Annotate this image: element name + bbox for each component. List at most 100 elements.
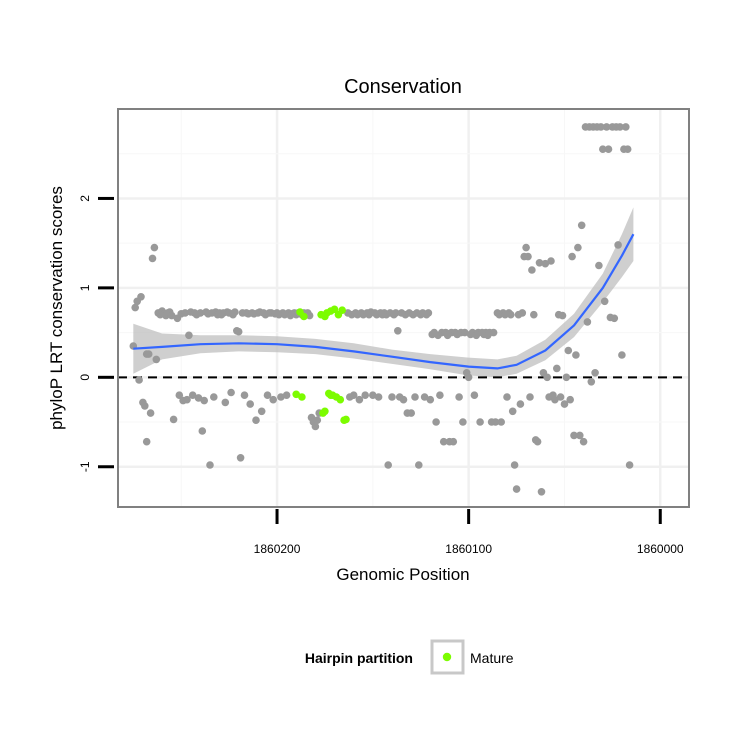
data-point	[625, 461, 634, 469]
data-point	[246, 400, 254, 408]
legend-title: Hairpin partition	[305, 650, 413, 666]
legend-label-mature: Mature	[470, 650, 514, 666]
data-point	[411, 393, 419, 401]
data-points	[129, 123, 634, 496]
data-point	[439, 437, 448, 446]
data-point	[146, 409, 155, 417]
data-point	[206, 461, 214, 469]
data-point	[528, 266, 536, 274]
data-point	[512, 485, 521, 493]
data-point-mature	[326, 391, 335, 400]
y-tick-label: 0	[78, 374, 92, 381]
legend-key-mature-icon	[442, 652, 452, 662]
legend: Hairpin partition Mature	[305, 639, 514, 675]
data-point	[399, 395, 408, 404]
x-tick-label: 1860100	[445, 542, 492, 556]
x-tick-label: 1860000	[637, 542, 684, 556]
data-point	[461, 328, 469, 337]
data-point	[426, 395, 435, 404]
data-point	[269, 395, 278, 404]
data-point	[415, 461, 423, 469]
data-point	[185, 331, 193, 340]
data-point	[252, 416, 260, 425]
data-point	[459, 418, 467, 426]
data-point	[455, 393, 463, 401]
x-tick-label: 1860200	[254, 542, 301, 556]
data-point	[277, 393, 285, 401]
data-point	[131, 303, 139, 312]
data-point-mature	[336, 395, 345, 404]
data-point	[622, 123, 630, 131]
data-point	[240, 391, 249, 400]
plot-border	[117, 108, 690, 508]
confidence-band-area	[133, 207, 634, 378]
data-point	[464, 373, 473, 382]
data-point	[618, 351, 626, 359]
data-point	[583, 318, 592, 326]
data-point	[600, 297, 609, 306]
data-point	[599, 145, 607, 153]
data-point	[602, 123, 611, 131]
data-point	[476, 418, 484, 426]
data-point	[570, 431, 578, 440]
data-point	[572, 351, 580, 359]
data-point-mature	[338, 306, 347, 315]
data-point	[150, 243, 159, 252]
data-point	[568, 252, 576, 261]
data-point	[574, 243, 582, 252]
data-point	[503, 393, 511, 401]
data-point	[577, 221, 586, 230]
data-point	[200, 396, 208, 405]
data-point	[535, 259, 544, 267]
data-point	[526, 393, 534, 401]
data-point	[221, 398, 230, 407]
data-point	[369, 391, 377, 400]
data-point	[388, 393, 396, 401]
data-point	[564, 346, 573, 355]
data-point	[436, 391, 444, 400]
data-point	[384, 461, 393, 469]
data-point	[188, 391, 197, 400]
data-point	[604, 145, 613, 153]
data-point	[491, 418, 500, 426]
data-point	[470, 391, 479, 400]
y-tick-label: -1	[78, 461, 92, 472]
data-point	[553, 364, 561, 373]
data-point	[533, 437, 542, 446]
data-point-mature	[300, 312, 308, 321]
data-point	[522, 243, 530, 252]
data-point	[497, 418, 506, 426]
data-point	[489, 328, 498, 337]
data-point	[263, 391, 272, 400]
data-point	[282, 391, 291, 400]
data-point	[541, 259, 550, 268]
data-point	[257, 407, 266, 416]
data-point	[587, 378, 596, 386]
data-point	[420, 393, 429, 401]
data-point	[543, 373, 551, 382]
data-point	[181, 309, 189, 317]
data-point	[537, 488, 546, 496]
data-point	[591, 369, 599, 377]
data-point	[556, 393, 565, 401]
data-point	[551, 395, 559, 404]
data-point	[508, 407, 517, 416]
data-point-mature	[321, 407, 329, 416]
data-point	[530, 310, 538, 319]
data-point	[560, 400, 569, 408]
x-axis: 1860200 1860100 1860000	[254, 509, 684, 556]
data-point	[424, 309, 433, 317]
data-point	[623, 145, 632, 153]
data-point	[210, 393, 218, 401]
data-point	[234, 327, 243, 336]
data-point	[231, 308, 239, 316]
data-point	[196, 309, 205, 317]
data-point	[141, 402, 149, 410]
data-point	[407, 409, 416, 417]
chart-title: Conservation	[344, 76, 462, 98]
data-point	[194, 394, 203, 402]
y-tick-label: 1	[78, 284, 92, 291]
data-point-mature	[342, 415, 350, 424]
data-point	[558, 311, 567, 320]
smooth-line	[133, 233, 635, 370]
